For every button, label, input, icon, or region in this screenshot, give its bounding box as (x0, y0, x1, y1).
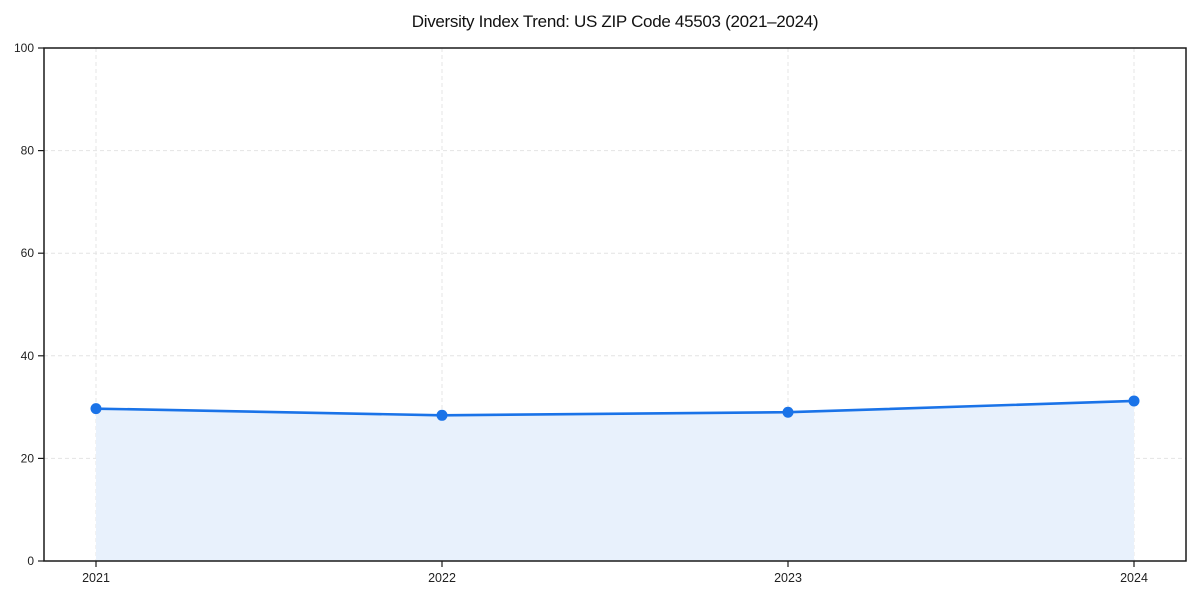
chart-title: Diversity Index Trend: US ZIP Code 45503… (411, 12, 819, 31)
y-tick-label: 80 (21, 144, 35, 158)
y-tick-label: 40 (21, 349, 35, 363)
y-tick-label: 100 (14, 41, 34, 55)
x-tick-label: 2024 (1120, 571, 1148, 585)
trend-line (94, 399, 1136, 417)
data-point-marker (436, 409, 448, 421)
x-tick-label: 2023 (774, 571, 802, 585)
data-point-marker (90, 403, 102, 415)
area-fill (96, 400, 1134, 561)
x-tick-label: 2021 (82, 571, 110, 585)
data-point-marker (782, 406, 794, 418)
y-tick-label: 20 (21, 451, 35, 465)
y-tick-label: 0 (27, 554, 34, 568)
data-point-marker (1128, 395, 1140, 407)
plot-border (43, 47, 1187, 562)
y-tick-label: 60 (21, 246, 35, 260)
x-tick-label: 2022 (428, 571, 456, 585)
